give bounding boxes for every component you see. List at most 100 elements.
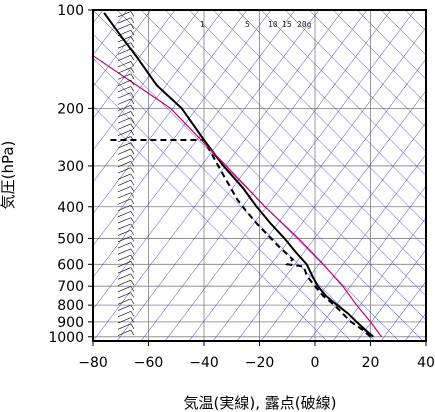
wind-barb [117, 117, 135, 124]
wind-barb [117, 286, 135, 293]
wind-barb [117, 254, 135, 261]
isotherm-line [284, 153, 426, 341]
wind-barb [117, 98, 135, 105]
isotherm-line [380, 281, 426, 341]
isotherm-line [93, 10, 224, 183]
wind-barb [117, 298, 135, 305]
wind-barb [117, 217, 135, 224]
wind-barb [117, 23, 135, 30]
x-tick-label: −40 [189, 355, 219, 371]
y-tick-label: 900 [57, 315, 84, 331]
wind-barb [117, 29, 135, 36]
mixing-ratio-label: 20g [297, 20, 312, 29]
wind-barb [117, 161, 135, 168]
dry-adiabat-line [93, 10, 424, 341]
temperature-line [103, 12, 374, 338]
wind-barb [117, 186, 135, 193]
isotherm-line [93, 10, 296, 278]
x-tick-label: −60 [134, 355, 164, 371]
isotherm-line [332, 217, 426, 341]
wind-barb [117, 304, 135, 311]
wind-barbs [117, 11, 135, 336]
x-axis-ticks: −80 −60 −40 −20 0 20 40 [78, 341, 435, 371]
dry-adiabat-line [284, 10, 426, 152]
dry-adiabat-line [164, 10, 426, 273]
isotherm-line [188, 26, 426, 341]
wind-barb [117, 236, 135, 243]
wind-barb [117, 329, 135, 336]
dry-adiabat-line [93, 33, 400, 341]
isotherm-line [140, 10, 392, 341]
isotherm-line [260, 122, 426, 341]
dry-adiabat-line [212, 10, 426, 224]
wind-barb [117, 148, 135, 155]
dry-adiabat-line [140, 10, 426, 297]
dry-adiabat-line [260, 10, 426, 176]
wind-barb [117, 248, 135, 255]
mixing-ratio-label: 15 [282, 20, 292, 29]
mixing-ratio-label: 5 [245, 20, 250, 29]
wind-barb [117, 179, 135, 186]
wind-barb [117, 242, 135, 249]
wind-barb [117, 261, 135, 268]
wind-barb [117, 111, 135, 118]
y-tick-label: 200 [57, 101, 84, 117]
isotherm-line [93, 10, 272, 247]
wind-barb [117, 79, 135, 86]
wind-barb [117, 123, 135, 130]
isotherm-line [429, 10, 435, 341]
dry-adiabat-line [93, 57, 376, 341]
wind-barb [117, 223, 135, 230]
mixing-ratio-label: 10 [268, 20, 278, 29]
y-axis-label: 気圧(hPa) [0, 141, 17, 210]
dewpoint-line [109, 139, 372, 338]
wind-barb [117, 292, 135, 299]
y-tick-label: 1000 [48, 330, 84, 346]
isotherm-line [116, 10, 368, 341]
wind-barb [117, 279, 135, 286]
wind-barb [117, 67, 135, 74]
mixing-ratio-labels: 1 5 10 15 20g [200, 20, 312, 29]
dry-adiabat-line [93, 105, 328, 341]
mixing-ratio-label: 1 [200, 20, 205, 29]
wind-barb [117, 311, 135, 318]
dry-adiabat-line [356, 10, 426, 80]
y-tick-label: 100 [57, 3, 84, 19]
isotherm-line [212, 58, 426, 341]
wind-barb [117, 317, 135, 324]
wind-barb [117, 192, 135, 199]
dry-adiabat-line [93, 81, 352, 341]
wind-barb [117, 323, 135, 330]
isotherm-line [164, 10, 416, 341]
wind-barb [117, 267, 135, 274]
wind-barb [117, 167, 135, 174]
isotherm-line [356, 249, 426, 341]
dry-adiabat-line [332, 10, 426, 104]
wind-barb [117, 61, 135, 68]
wind-barb [117, 273, 135, 280]
wind-barb [117, 36, 135, 43]
wind-barb [117, 136, 135, 143]
y-tick-label: 600 [57, 257, 84, 273]
wind-barb [117, 204, 135, 211]
y-tick-label: 400 [57, 200, 84, 216]
y-tick-label: 800 [57, 298, 84, 314]
x-tick-label: −80 [78, 355, 108, 371]
dry-adiabat-line [116, 10, 426, 321]
wind-barb [117, 211, 135, 218]
dry-adiabat-line [429, 10, 435, 341]
isotherm-line [93, 10, 344, 341]
dry-adiabat-line [236, 10, 426, 200]
wind-barb [117, 73, 135, 80]
isotherm-line [236, 90, 426, 341]
isotherm-line [93, 10, 320, 310]
wind-barb [117, 104, 135, 111]
x-tick-label: 40 [417, 355, 435, 371]
y-tick-label: 300 [57, 159, 84, 175]
profiles [93, 12, 383, 338]
wind-barb [117, 17, 135, 24]
wind-barb [117, 173, 135, 180]
isotherm-line [93, 10, 200, 151]
y-tick-label: 700 [57, 279, 84, 295]
